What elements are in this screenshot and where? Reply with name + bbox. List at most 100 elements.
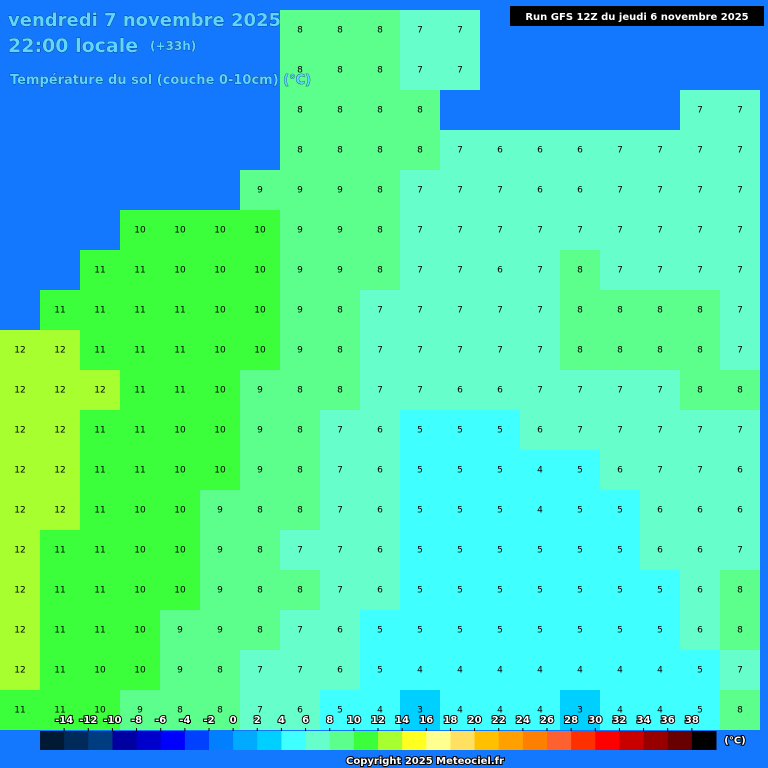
temperature-value: 7 <box>697 466 703 476</box>
run-box <box>510 6 764 26</box>
field-cell <box>200 650 240 690</box>
field-cell <box>280 370 320 410</box>
temperature-value: 7 <box>457 146 463 156</box>
temperature-value: 6 <box>537 146 543 156</box>
temperature-value: 11 <box>94 346 105 356</box>
temperature-value: 12 <box>54 426 65 436</box>
field-cell <box>240 250 280 290</box>
temperature-value: 9 <box>297 266 303 276</box>
temperature-value: 8 <box>337 66 343 76</box>
field-cell <box>680 450 720 490</box>
legend-tick-label: -8 <box>131 715 142 726</box>
field-cell <box>480 250 520 290</box>
field-cell <box>400 530 440 570</box>
temperature-value: 11 <box>54 546 65 556</box>
temperature-value: 7 <box>537 346 543 356</box>
temperature-value: 4 <box>537 666 543 676</box>
field-cell <box>480 490 520 530</box>
temperature-value: 7 <box>337 466 343 476</box>
field-cell <box>480 130 520 170</box>
temperature-value: 9 <box>177 626 183 636</box>
legend-swatch <box>40 731 65 750</box>
temperature-value: 8 <box>297 466 303 476</box>
temperature-value: 5 <box>337 706 343 716</box>
temperature-value: 12 <box>14 506 25 516</box>
field-cell <box>440 450 480 490</box>
field-cell <box>120 690 160 730</box>
temperature-value: 8 <box>737 586 743 596</box>
temperature-value: 11 <box>54 666 65 676</box>
temperature-value: 7 <box>417 226 423 236</box>
field-cell <box>0 530 40 570</box>
temperature-value: 5 <box>617 546 623 556</box>
temperature-value: 6 <box>377 506 383 516</box>
temperature-value: 10 <box>174 266 186 276</box>
temperature-value: 6 <box>537 186 543 196</box>
field-cell <box>720 410 760 450</box>
temperature-value: 5 <box>697 666 703 676</box>
temperature-value: 5 <box>537 626 543 636</box>
temperature-value: 12 <box>54 506 65 516</box>
field-cell <box>360 410 400 450</box>
legend-tick-label: 6 <box>302 715 309 726</box>
temperature-value: 9 <box>217 506 223 516</box>
field-cell <box>320 370 360 410</box>
field-cell <box>160 650 200 690</box>
temperature-value: 8 <box>257 586 263 596</box>
field-cell <box>520 570 560 610</box>
temperature-value: 12 <box>14 546 25 556</box>
temperature-value: 5 <box>457 626 463 636</box>
temperature-value: 4 <box>577 666 583 676</box>
temperature-value: 4 <box>377 706 383 716</box>
temperature-value: 6 <box>297 706 303 716</box>
temperature-value: 7 <box>497 306 503 316</box>
temperature-value: 4 <box>417 666 423 676</box>
temperature-value: 7 <box>737 266 743 276</box>
legend-tick-label: -4 <box>179 715 190 726</box>
field-cell <box>680 610 720 650</box>
field-cell <box>400 490 440 530</box>
field-cell <box>440 690 480 730</box>
temperature-value: 5 <box>537 546 543 556</box>
field-cell <box>520 130 560 170</box>
temperature-value: 7 <box>457 226 463 236</box>
temperature-value: 5 <box>497 546 503 556</box>
field-cell <box>0 330 40 370</box>
temperature-value: 6 <box>737 466 743 476</box>
field-cell <box>360 650 400 690</box>
field-cell <box>560 250 600 290</box>
temperature-value: 9 <box>297 306 303 316</box>
temperature-value: 11 <box>94 506 105 516</box>
field-cell <box>520 530 560 570</box>
temperature-value: 7 <box>697 186 703 196</box>
temperature-value: 5 <box>457 506 463 516</box>
field-cell <box>520 330 560 370</box>
temperature-value: 11 <box>54 306 65 316</box>
field-cell <box>480 610 520 650</box>
field-cell <box>480 290 520 330</box>
temperature-value: 11 <box>94 626 105 636</box>
field-cell <box>640 650 680 690</box>
temperature-value: 6 <box>617 466 623 476</box>
field-cell <box>280 210 320 250</box>
field-cell <box>720 130 760 170</box>
legend-tick-label: 38 <box>685 715 699 726</box>
temperature-value: 7 <box>417 66 423 76</box>
temperature-value: 9 <box>257 386 263 396</box>
temperature-value: 10 <box>214 466 226 476</box>
temperature-value: 7 <box>577 426 583 436</box>
temperature-value: 10 <box>94 666 106 676</box>
temperature-value: 7 <box>417 26 423 36</box>
field-cell <box>680 170 720 210</box>
legend-unit: (°C) <box>724 736 745 747</box>
temperature-value: 12 <box>14 626 25 636</box>
temperature-value: 10 <box>214 426 226 436</box>
temperature-value: 7 <box>617 426 623 436</box>
field-cell <box>280 130 320 170</box>
field-cell <box>360 690 400 730</box>
temperature-value: 7 <box>417 266 423 276</box>
field-cell <box>280 530 320 570</box>
temperature-value: 5 <box>417 546 423 556</box>
legend-tick-label: 18 <box>443 715 457 726</box>
field-cell <box>240 290 280 330</box>
